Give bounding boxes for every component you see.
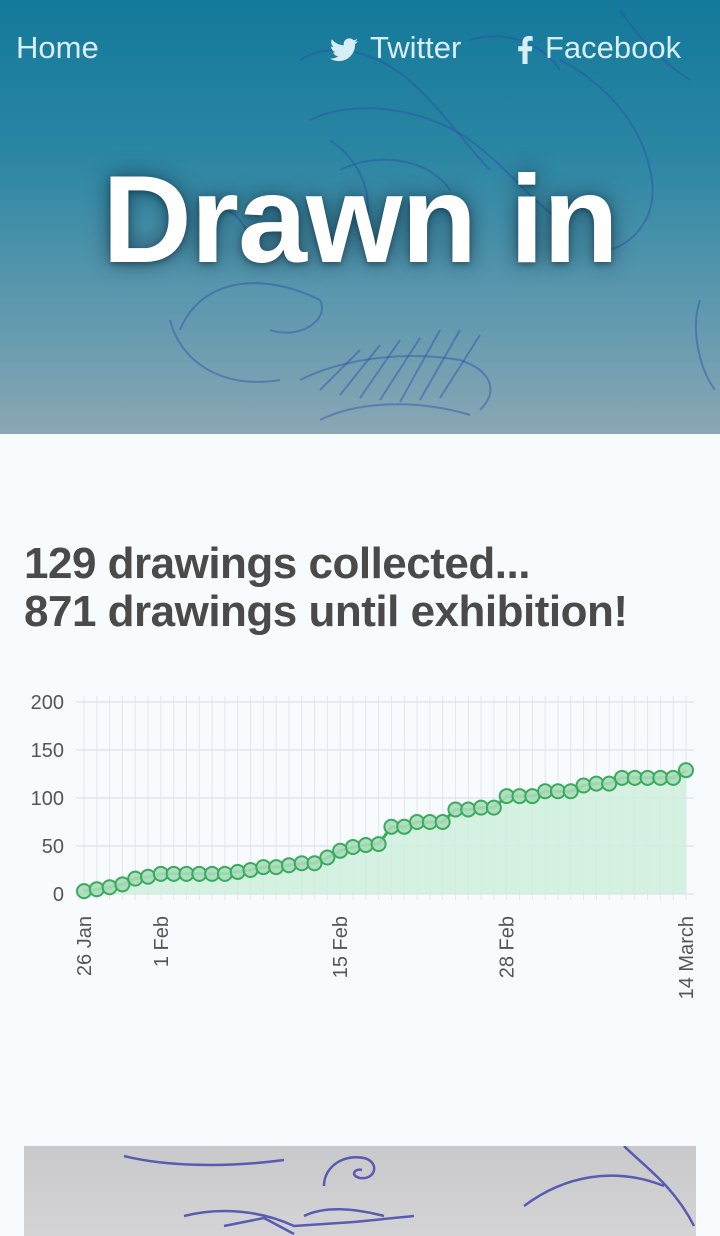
twitter-icon bbox=[330, 38, 358, 61]
nav-home-link[interactable]: Home bbox=[16, 30, 99, 65]
data-point[interactable] bbox=[88, 881, 105, 898]
data-point[interactable] bbox=[601, 775, 618, 792]
y-tick-label: 150 bbox=[31, 740, 64, 762]
data-point[interactable] bbox=[76, 883, 92, 900]
data-point[interactable] bbox=[306, 855, 323, 872]
x-axis: 26 Jan 1 Feb 15 Feb 28 Feb 14 March bbox=[74, 916, 698, 999]
data-point[interactable] bbox=[319, 849, 336, 866]
data-point[interactable] bbox=[460, 801, 477, 818]
x-tick-label: 14 March bbox=[676, 916, 698, 999]
hero-banner: Home Twitter Facebook Drawn in bbox=[0, 0, 720, 434]
collected-count-text: 129 drawings collected... bbox=[24, 539, 530, 588]
facebook-icon bbox=[518, 35, 533, 64]
data-point[interactable] bbox=[127, 870, 144, 887]
sketch-background bbox=[169, 9, 716, 421]
x-tick-label: 15 Feb bbox=[330, 916, 352, 978]
y-tick-label: 200 bbox=[31, 692, 64, 714]
remaining-count-text: 871 drawings until exhibition! bbox=[24, 587, 628, 636]
series-points bbox=[76, 762, 694, 900]
twitter-label: Twitter bbox=[370, 30, 462, 65]
data-point[interactable] bbox=[434, 814, 451, 830]
top-nav: Home Twitter Facebook bbox=[0, 0, 720, 96]
data-point[interactable] bbox=[140, 868, 157, 885]
x-tick-label: 26 Jan bbox=[74, 916, 96, 976]
data-point[interactable] bbox=[562, 783, 579, 800]
data-point[interactable] bbox=[216, 865, 233, 882]
data-point[interactable] bbox=[242, 862, 259, 878]
drawings-progress-chart: 0 50 100 150 200 26 Jan 1 Feb 15 Feb 28 Feb 14 M… bbox=[31, 692, 698, 999]
hero-title: Drawn in bbox=[102, 151, 619, 289]
y-tick-label: 100 bbox=[31, 788, 64, 810]
data-point[interactable] bbox=[114, 876, 131, 893]
progress-headline: 129 drawings collected... 871 drawings u… bbox=[24, 540, 704, 636]
data-point[interactable] bbox=[370, 836, 387, 853]
data-point[interactable] bbox=[678, 762, 694, 779]
data-point[interactable] bbox=[229, 863, 246, 880]
x-tick-label: 1 Feb bbox=[151, 916, 173, 967]
drawing-sketch-preview bbox=[123, 1146, 696, 1236]
nav-twitter-link[interactable]: Twitter bbox=[330, 30, 461, 66]
facebook-label: Facebook bbox=[545, 30, 682, 65]
data-point[interactable] bbox=[101, 879, 118, 896]
y-axis: 0 50 100 150 200 bbox=[31, 692, 64, 906]
y-tick-label: 50 bbox=[42, 836, 64, 858]
x-tick-label: 28 Feb bbox=[497, 916, 519, 978]
y-tick-label: 0 bbox=[53, 884, 64, 906]
data-point[interactable] bbox=[665, 769, 682, 786]
nav-facebook-link[interactable]: Facebook bbox=[517, 30, 681, 66]
data-point[interactable] bbox=[280, 857, 297, 874]
drawing-photo bbox=[24, 1146, 696, 1236]
data-point[interactable] bbox=[575, 777, 592, 794]
data-point[interactable] bbox=[268, 859, 285, 876]
data-point[interactable] bbox=[344, 838, 361, 855]
data-point[interactable] bbox=[485, 799, 502, 816]
